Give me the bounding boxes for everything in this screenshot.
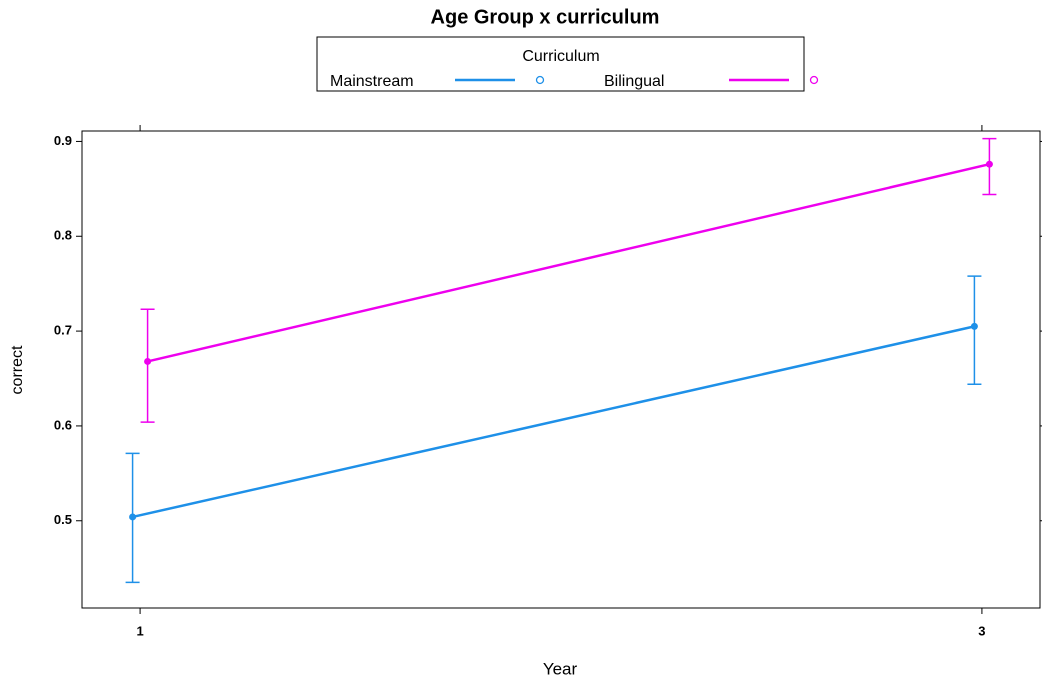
series-line bbox=[147, 162, 990, 363]
point bbox=[970, 322, 978, 330]
x-tick-label: 1 bbox=[136, 623, 143, 638]
error-bar bbox=[967, 275, 982, 385]
y-tick-label: 0.7 bbox=[54, 323, 72, 338]
x-axis-label: Year bbox=[543, 659, 578, 678]
chart-title: Age Group x curriculum bbox=[431, 6, 660, 28]
y-tick-label: 0.5 bbox=[54, 512, 72, 527]
plot-frame bbox=[81, 130, 1041, 609]
legend-box bbox=[316, 36, 805, 92]
error-bar bbox=[140, 308, 155, 423]
point bbox=[129, 513, 137, 521]
legend-point bbox=[809, 75, 819, 85]
point bbox=[985, 160, 993, 168]
y-tick-label: 0.6 bbox=[54, 417, 72, 432]
y-tick-label: 0.9 bbox=[54, 133, 72, 148]
y-axis-label: correct bbox=[9, 345, 26, 394]
legend-title: Curriculum bbox=[522, 48, 599, 65]
point bbox=[144, 357, 152, 365]
legend-label: Mainstream bbox=[330, 73, 414, 90]
x-tick-label: 3 bbox=[978, 623, 985, 638]
legend-point bbox=[535, 75, 545, 85]
series-line bbox=[132, 325, 975, 519]
y-tick-label: 0.8 bbox=[54, 228, 72, 243]
legend-label: Bilingual bbox=[604, 73, 664, 90]
